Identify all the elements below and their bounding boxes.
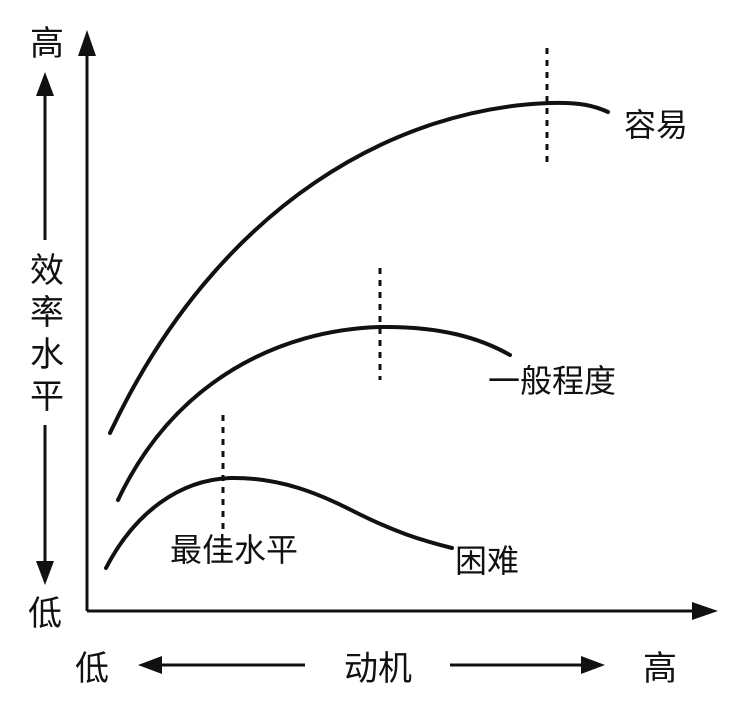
curve-label-easy: 容易 xyxy=(624,106,688,144)
curves xyxy=(104,100,610,570)
y-axis-title-char: 效 xyxy=(30,251,64,291)
x-axis-low-label: 低 xyxy=(75,649,109,689)
curve-easy xyxy=(108,100,610,435)
curve-label-difficult: 困难 xyxy=(455,542,519,580)
y-axis-title: 效率水平 xyxy=(30,251,64,417)
y-axis-high-label: 高 xyxy=(30,24,64,64)
y-axis-title-char: 率 xyxy=(30,293,64,333)
y-axis-title-char: 水 xyxy=(30,335,64,375)
x-arrow-left-head xyxy=(138,656,162,674)
optimum-level-label: 最佳水平 xyxy=(170,531,298,569)
y-axis-title-char: 平 xyxy=(30,377,64,417)
y-arrow-up-head xyxy=(36,72,54,96)
y-direction-arrow xyxy=(36,72,54,585)
y-arrow-down-head xyxy=(36,561,54,585)
curve-moderate xyxy=(116,324,512,502)
x-axis-arrowhead xyxy=(692,602,718,620)
axes xyxy=(78,30,718,620)
curve-difficult xyxy=(104,475,454,570)
optimum-markers xyxy=(221,48,549,535)
x-axis-high-label: 高 xyxy=(643,649,677,689)
x-direction-arrow xyxy=(138,656,605,674)
x-axis-title: 动机 xyxy=(344,649,412,689)
curve-label-moderate: 一般程度 xyxy=(488,362,616,400)
y-axis-low-label: 低 xyxy=(28,594,62,634)
x-arrow-right-head xyxy=(581,656,605,674)
y-axis-arrowhead xyxy=(78,30,96,56)
